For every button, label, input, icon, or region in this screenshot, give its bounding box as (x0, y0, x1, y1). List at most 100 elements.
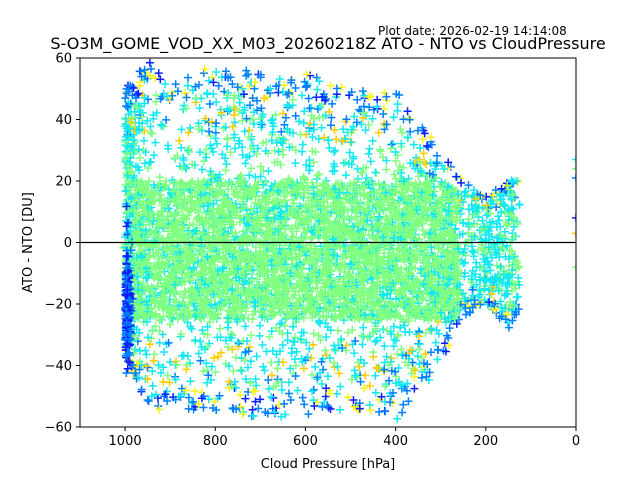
data-point (392, 336, 401, 345)
data-point (365, 381, 374, 390)
data-point (207, 362, 216, 371)
data-point (371, 337, 380, 346)
data-point (129, 84, 138, 93)
data-point (242, 336, 251, 345)
data-point (317, 379, 326, 388)
data-point (503, 310, 512, 319)
data-point (284, 378, 293, 387)
data-point (272, 138, 281, 147)
data-point (251, 375, 260, 384)
data-point (484, 260, 493, 269)
data-point (177, 279, 186, 288)
data-point (344, 328, 353, 337)
data-point (460, 294, 469, 303)
data-point (131, 276, 140, 285)
data-point (386, 398, 395, 407)
data-point (135, 154, 144, 163)
data-point (381, 407, 390, 416)
data-point (212, 278, 221, 287)
data-point (390, 170, 399, 179)
data-point (422, 372, 431, 381)
data-point (295, 287, 304, 296)
data-point (212, 192, 221, 201)
data-point (375, 300, 384, 309)
data-point (146, 122, 155, 131)
data-point (355, 239, 364, 248)
data-point (142, 264, 151, 273)
data-point (148, 129, 157, 138)
data-point (494, 286, 503, 295)
data-point (212, 119, 221, 128)
data-point (128, 113, 137, 122)
data-point (121, 94, 130, 103)
data-point (209, 147, 218, 156)
data-point (471, 270, 480, 279)
data-point (252, 149, 261, 158)
data-point (299, 328, 308, 337)
data-point (421, 329, 430, 338)
data-point (400, 321, 409, 330)
data-point (418, 135, 427, 144)
data-point (329, 358, 338, 367)
data-point (393, 106, 402, 115)
data-point (360, 384, 369, 393)
data-point (364, 120, 373, 129)
data-point (203, 366, 212, 375)
data-point (210, 353, 219, 362)
data-point (497, 195, 506, 204)
data-point (349, 396, 358, 405)
data-point (497, 207, 506, 216)
data-point (399, 115, 408, 124)
data-point (202, 359, 211, 368)
data-point (394, 330, 403, 339)
data-point (403, 379, 412, 388)
data-point (205, 127, 214, 136)
data-point (204, 371, 213, 380)
data-point (194, 275, 203, 284)
data-point (181, 89, 190, 98)
data-point (152, 108, 161, 117)
data-point (242, 71, 251, 80)
data-point (243, 211, 252, 220)
data-point (223, 323, 232, 332)
data-point (183, 81, 192, 90)
data-point (394, 364, 403, 373)
data-point (122, 202, 131, 211)
data-point (246, 357, 255, 366)
data-point (371, 168, 380, 177)
data-point (186, 322, 195, 331)
data-point (505, 246, 514, 255)
data-point (431, 338, 440, 347)
data-point (308, 206, 317, 215)
data-point (274, 400, 283, 409)
data-point (308, 387, 317, 396)
data-point (494, 212, 503, 221)
data-point (179, 156, 188, 165)
data-point (270, 408, 279, 417)
data-point (179, 299, 188, 308)
data-point (467, 200, 476, 209)
data-point (496, 297, 505, 306)
data-point (152, 390, 161, 399)
data-point (469, 291, 478, 300)
data-point (414, 126, 423, 135)
data-point (291, 146, 300, 155)
data-point (316, 272, 325, 281)
data-point (338, 344, 347, 353)
data-point (305, 166, 314, 175)
data-point (249, 217, 258, 226)
data-point (182, 365, 191, 374)
data-point (420, 129, 429, 138)
data-point (425, 368, 434, 377)
data-point (276, 160, 285, 169)
data-point (339, 159, 348, 168)
data-point (342, 115, 351, 124)
data-point (292, 254, 301, 263)
data-point (372, 324, 381, 333)
data-point (257, 104, 266, 113)
data-point (135, 328, 144, 337)
data-point (197, 342, 206, 351)
data-point (403, 133, 412, 142)
data-point (256, 395, 265, 404)
data-point (491, 305, 500, 314)
